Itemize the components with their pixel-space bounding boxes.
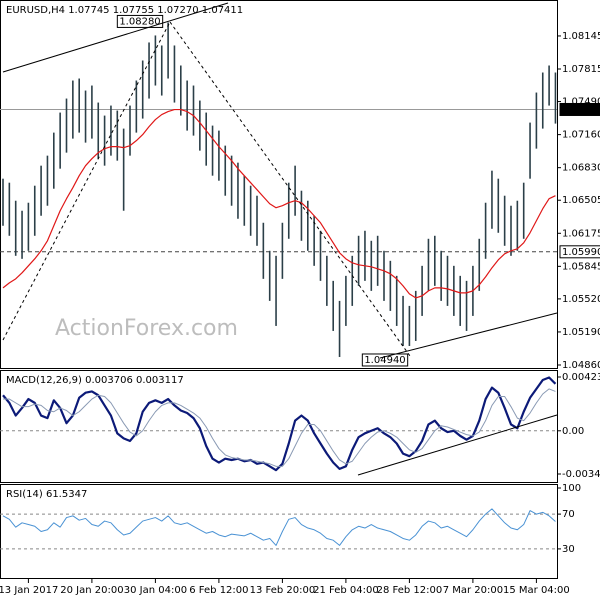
- indicator-line: [3, 388, 556, 467]
- y-tick-label: 1.06175: [562, 228, 600, 239]
- y-tick-label: -0.003404: [562, 469, 600, 480]
- y-tick-label: 30: [562, 544, 575, 555]
- macd-panel: [0, 370, 558, 483]
- price-panel: [0, 0, 558, 369]
- rsi-panel: [0, 484, 558, 579]
- indicator-line: [2, 376, 557, 472]
- x-tick-label: 21 Feb 04:00: [313, 585, 379, 596]
- plot-layer: EURUSD,H4 1.07745 1.07755 1.07270 1.0741…: [0, 5, 600, 596]
- y-tick-label: 100: [562, 483, 581, 494]
- x-tick-label: 20 Jan 20:00: [60, 585, 123, 596]
- macd-trend-line: [357, 414, 558, 476]
- y-tick-label: 1.05190: [562, 327, 600, 338]
- x-tick-label: 30 Jan 04:00: [124, 585, 187, 596]
- y-tick-label: 1.05845: [562, 261, 600, 272]
- x-tick-label: 28 Feb 12:00: [377, 585, 443, 596]
- last-price-label-box: 1.07411: [559, 102, 600, 116]
- last-price-label: 1.07411: [562, 104, 600, 115]
- y-tick-label: 1.04860: [562, 360, 600, 371]
- x-tick-label: 13 Feb 20:00: [250, 585, 316, 596]
- y-tick-label: 0.00: [562, 426, 584, 437]
- x-tick-label: 7 Mar 20:00: [443, 585, 503, 596]
- zigzag-line: [2, 21, 171, 341]
- y-tick-label: 1.07160: [562, 130, 600, 141]
- last-price-label-bg: [559, 102, 600, 116]
- moving-average: [2, 108, 556, 299]
- panel-title: MACD(12,26,9) 0.003706 0.003117: [6, 375, 184, 386]
- x-tick-label: 15 Mar 04:00: [503, 585, 570, 596]
- y-tick-label: 70: [562, 509, 575, 520]
- level-label-box: 1.05990: [559, 245, 600, 259]
- x-tick-label: 13 Jan 2017: [0, 585, 58, 596]
- peak-label: 1.08280: [119, 16, 160, 27]
- trough-label-box: 1.04940: [361, 353, 409, 367]
- watermark: ActionForex.com: [55, 316, 238, 341]
- panel-title: RSI(14) 61.5347: [6, 489, 87, 500]
- peak-label-box: 1.08280: [116, 14, 164, 28]
- indicator-line: [2, 508, 556, 546]
- y-tick-label: 1.08145: [562, 31, 600, 42]
- y-tick-label: 1.07490: [562, 97, 600, 108]
- y-tick-label: 0.004238: [562, 372, 600, 383]
- trough-label: 1.04940: [364, 355, 405, 366]
- y-tick-label: 1.07815: [562, 64, 600, 75]
- x-tick-label: 6 Feb 12:00: [189, 585, 248, 596]
- y-tick-label: 1.05520: [562, 294, 600, 305]
- y-tick-label: 1.06830: [562, 163, 600, 174]
- trend-line: [2, 2, 229, 73]
- level-label: 1.05990: [562, 247, 600, 258]
- trough-label-bg: [361, 353, 409, 367]
- zigzag-line: [169, 21, 411, 357]
- trend-line: [379, 312, 558, 359]
- y-tick-label: 1.06505: [562, 195, 600, 206]
- level-label-bg: [559, 245, 600, 259]
- panel-title: EURUSD,H4 1.07745 1.07755 1.07270 1.0741…: [6, 5, 243, 16]
- peak-label-bg: [116, 14, 164, 28]
